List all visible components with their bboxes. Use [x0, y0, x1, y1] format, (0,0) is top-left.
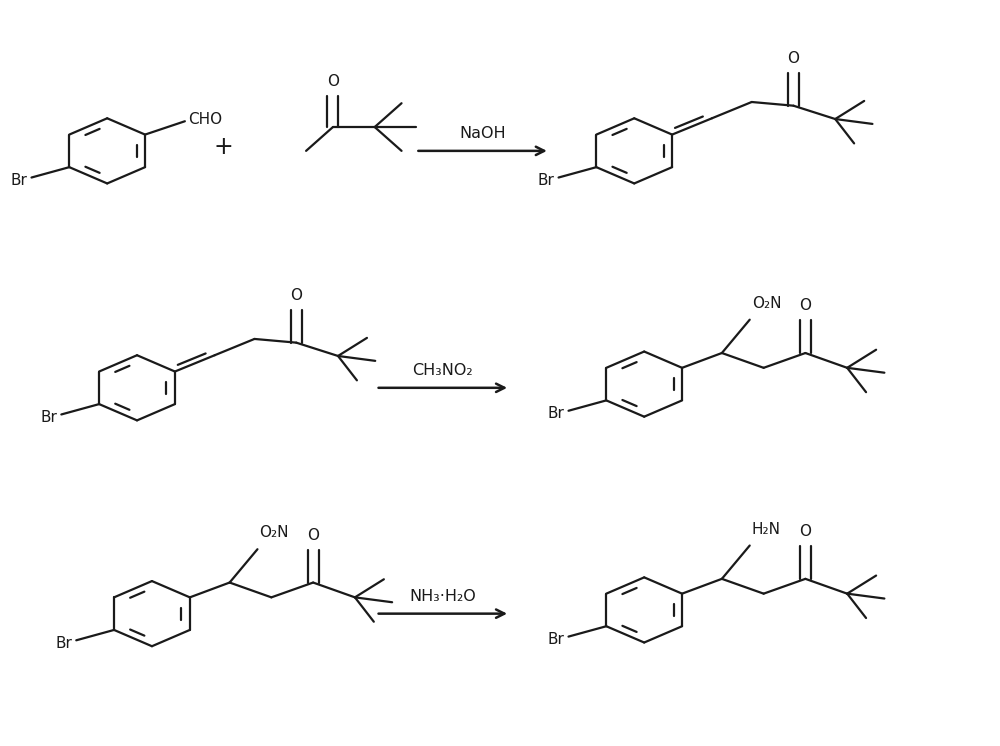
Text: O: O [307, 527, 319, 542]
Text: NH₃·H₂O: NH₃·H₂O [409, 589, 476, 604]
Text: O: O [799, 524, 811, 539]
Text: O: O [290, 288, 302, 303]
Text: O: O [327, 74, 339, 89]
Text: Br: Br [11, 173, 28, 188]
Text: CH₃NO₂: CH₃NO₂ [413, 363, 473, 378]
Text: NaOH: NaOH [459, 126, 506, 141]
Text: O: O [787, 51, 799, 66]
Text: Br: Br [55, 636, 72, 651]
Text: Br: Br [538, 173, 555, 188]
Text: O: O [799, 298, 811, 313]
Text: Br: Br [548, 407, 565, 421]
Text: O₂N: O₂N [752, 296, 781, 311]
Text: CHO: CHO [188, 112, 222, 127]
Text: Br: Br [548, 632, 565, 647]
Text: H₂N: H₂N [752, 521, 781, 536]
Text: Br: Br [40, 410, 57, 425]
Text: +: + [214, 135, 233, 159]
Text: O₂N: O₂N [259, 525, 289, 540]
